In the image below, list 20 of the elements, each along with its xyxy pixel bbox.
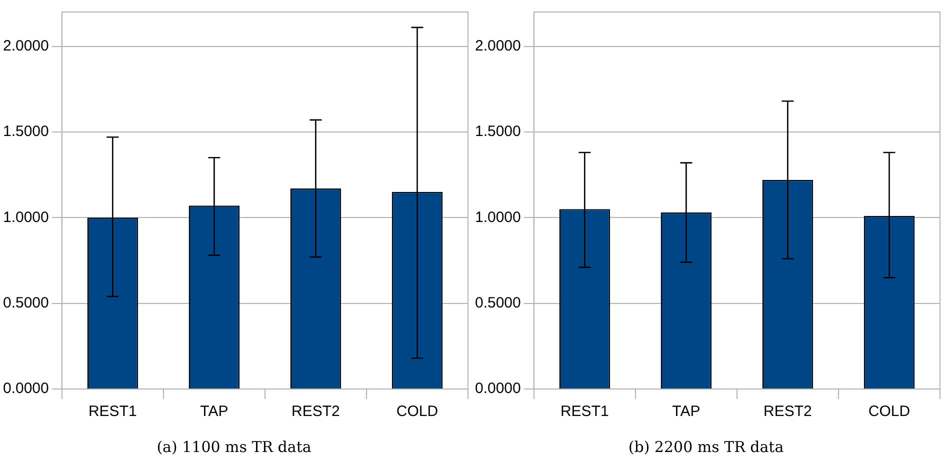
text: (a) 1100 ms TR data <box>156 438 312 456</box>
x-tick-label: TAP <box>200 403 228 420</box>
y-tick-label: 0.0000 <box>474 380 521 398</box>
text: (b) 2200 ms TR data <box>628 438 784 456</box>
y-tick-label: 2.0000 <box>2 37 49 54</box>
y-tick-label: 0.5000 <box>474 294 521 312</box>
x-tick-label: TAP <box>672 403 700 420</box>
y-tick-label: 2.0000 <box>474 37 521 54</box>
x-tick-label: REST1 <box>88 403 137 420</box>
y-tick-label: 0.0000 <box>2 380 49 398</box>
x-tick-label: COLD <box>868 403 910 420</box>
x-tick-label: REST1 <box>560 403 609 420</box>
y-tick-label: 1.0000 <box>2 208 49 226</box>
y-tick-label: 1.0000 <box>474 208 521 226</box>
y-tick-label: 1.5000 <box>2 123 49 140</box>
y-tick-label: 0.5000 <box>2 294 49 312</box>
x-tick-label: REST2 <box>292 403 340 420</box>
x-tick-label: COLD <box>396 403 438 420</box>
x-tick-label: REST2 <box>764 403 812 420</box>
y-tick-label: 1.5000 <box>474 123 521 140</box>
